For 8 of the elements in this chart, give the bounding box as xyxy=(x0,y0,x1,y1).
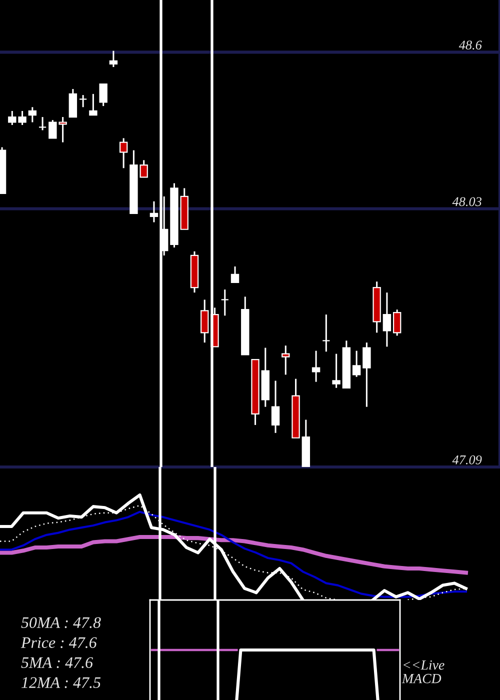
y-tick-label: 47.09 xyxy=(452,455,482,464)
text: Price : 47.6 xyxy=(20,637,97,648)
y-tick-label: 48.6 xyxy=(458,40,482,50)
y-tick-label: 48.03 xyxy=(452,197,482,206)
text: <<Live MACD xyxy=(402,660,444,684)
text: 12MA : 47.5 xyxy=(22,677,101,688)
text: 50MA : 47.8 xyxy=(21,617,101,628)
text: 5MA : 47.6 xyxy=(21,657,93,668)
